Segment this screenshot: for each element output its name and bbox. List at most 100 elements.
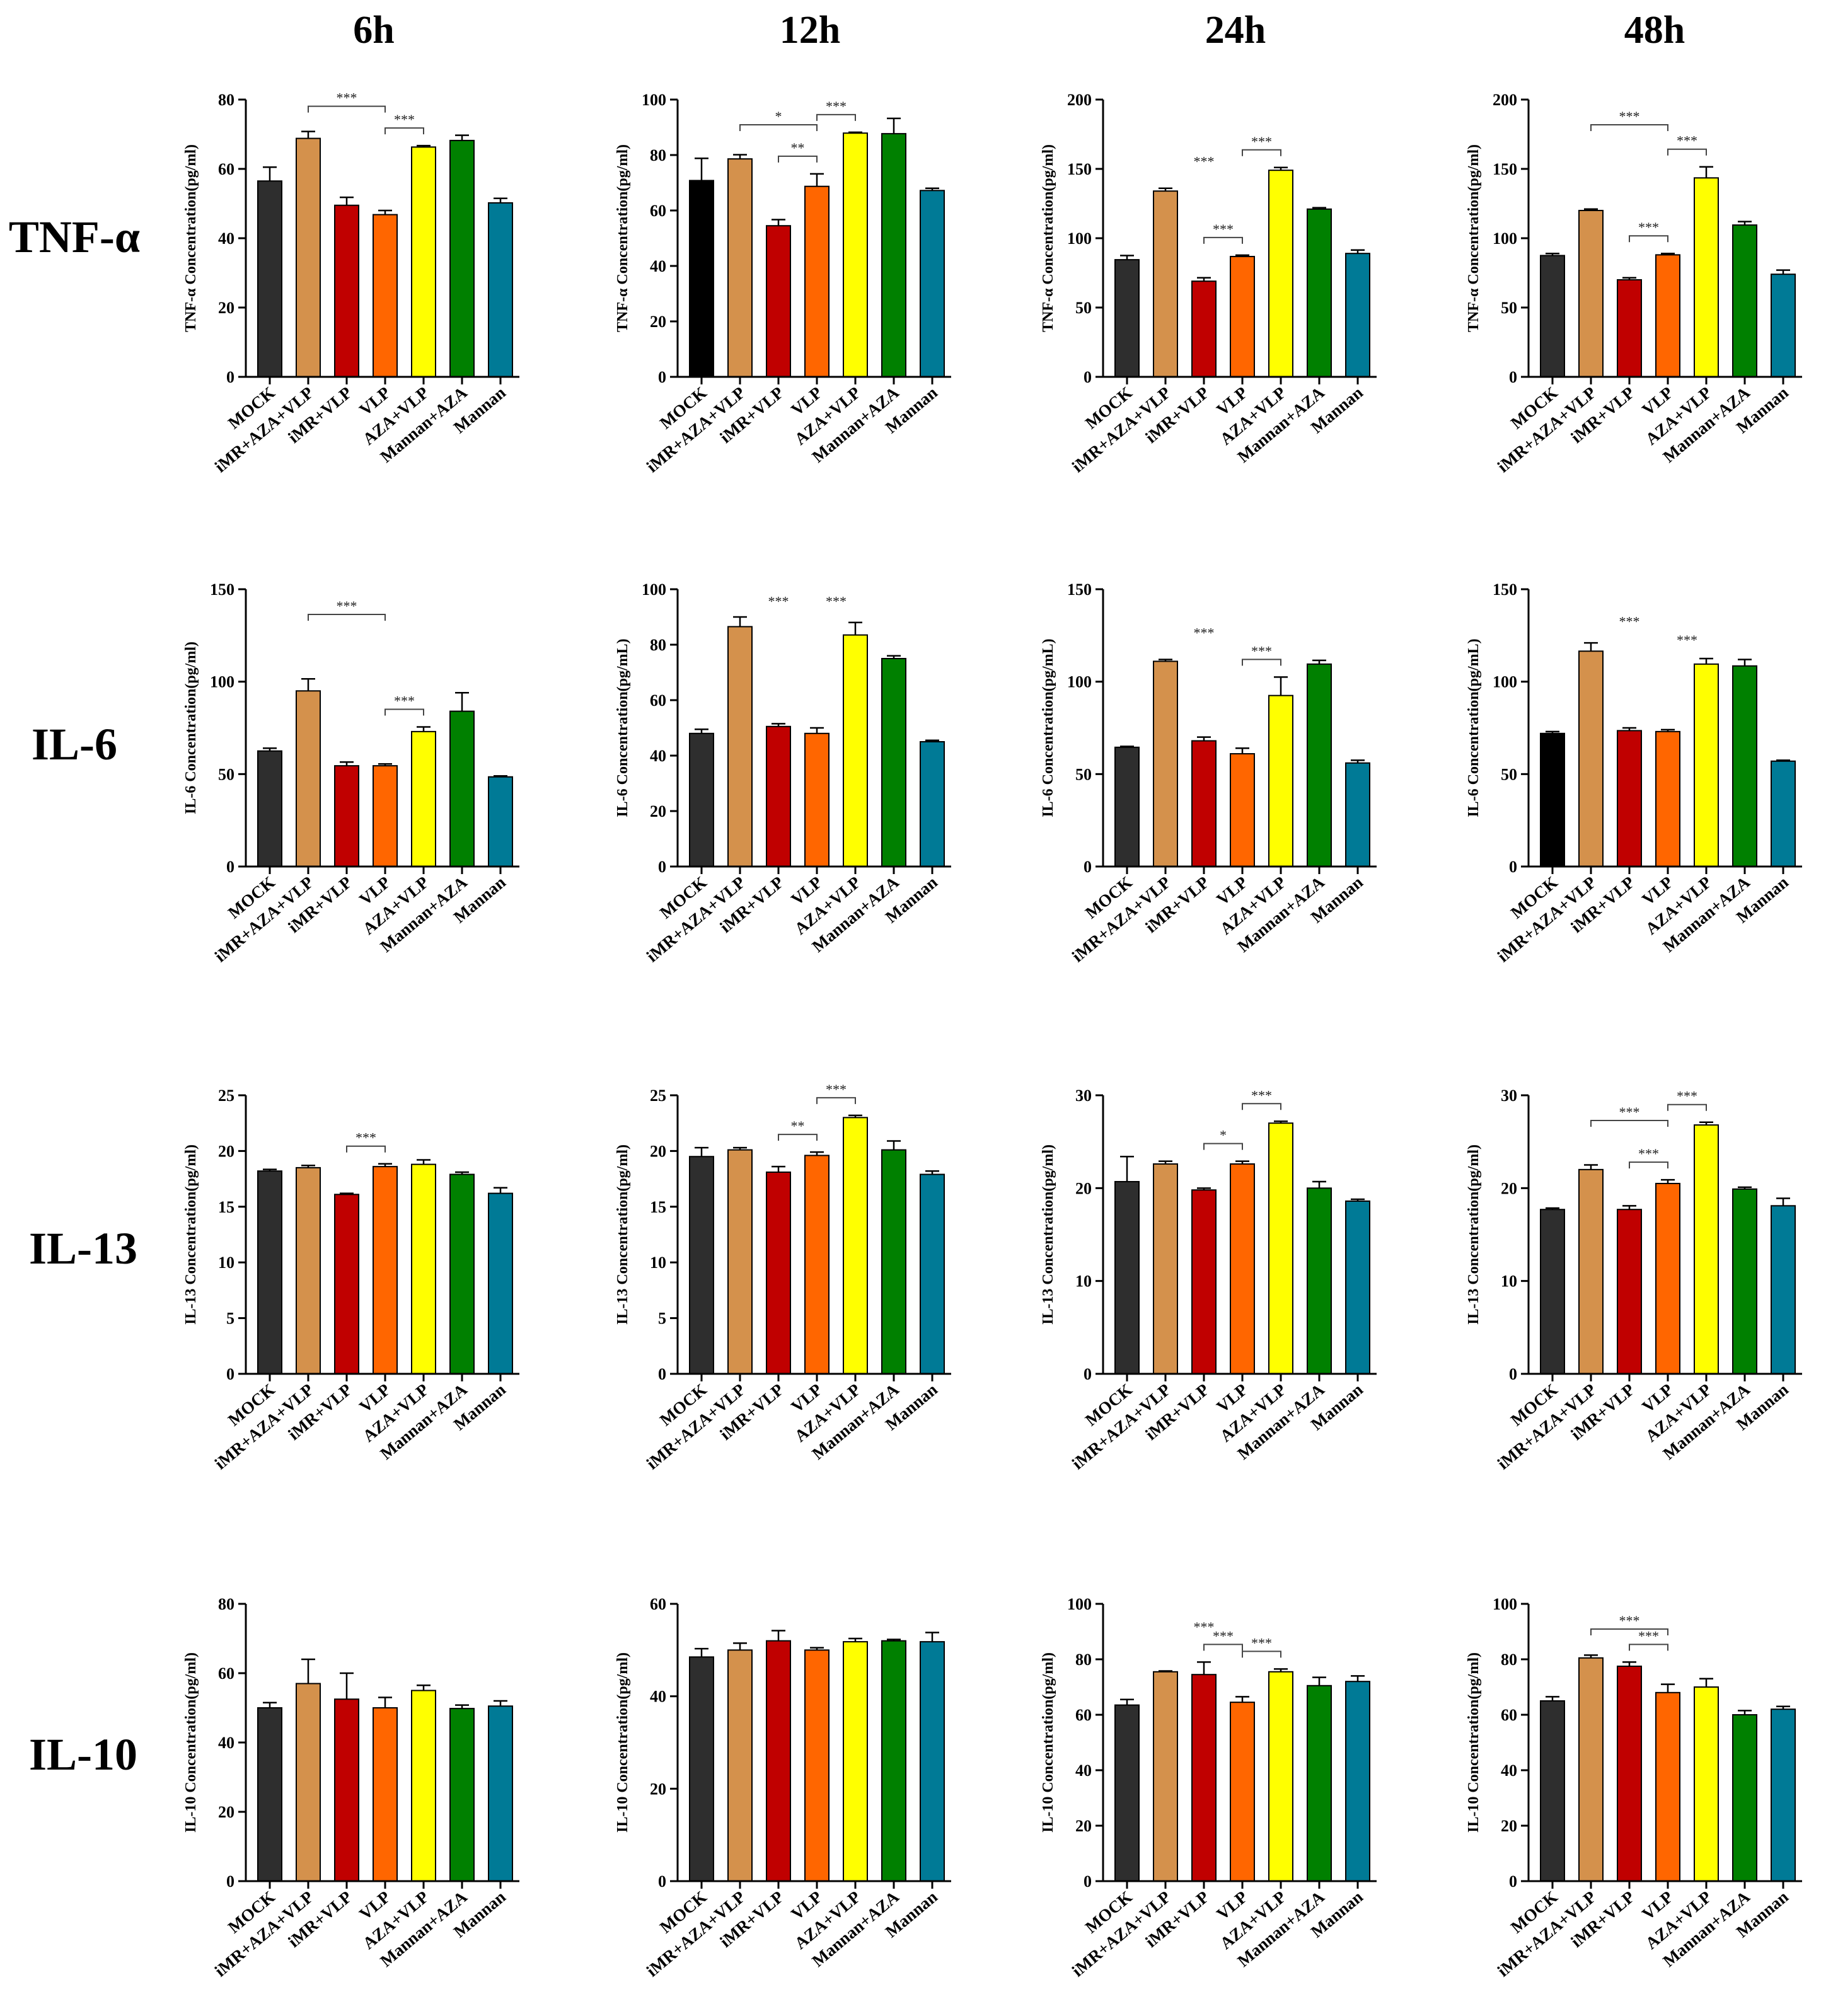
bar-iMR+AZA+VLP	[1153, 1671, 1178, 1882]
y-tick-label: 150	[1493, 160, 1517, 178]
bar-MOCK	[1114, 746, 1140, 868]
y-tick-label: 80	[218, 1595, 234, 1613]
y-axis-label: IL-6 Concentration(pg/mL)	[1040, 638, 1056, 817]
significance-bracket	[1590, 124, 1668, 131]
column-header-48h: 48h	[1624, 9, 1685, 52]
bar-VLP	[373, 765, 398, 867]
significance-bracket	[1242, 659, 1281, 666]
bar-iMR+AZA+VLP	[296, 137, 321, 377]
bar-Mannan	[488, 1192, 513, 1374]
significance-label: ***	[356, 1130, 376, 1146]
y-tick-label: 100	[1493, 1595, 1517, 1613]
bar-VLP	[1655, 254, 1680, 377]
y-tick-label: 20	[1075, 1817, 1092, 1835]
y-axis-label: IL-10 Concentration(pg/ml)	[1040, 1652, 1056, 1833]
significance-bracket	[308, 105, 386, 113]
bar-MOCK	[689, 1156, 714, 1374]
y-axis-label: IL-6 Concentration(pg/mL)	[615, 638, 631, 817]
significance-label: ***	[1619, 614, 1640, 630]
significance-label: ***	[1638, 219, 1659, 235]
y-tick-label: 50	[1501, 765, 1517, 783]
bar-VLP	[373, 214, 398, 377]
bar-iMR+AZA+VLP	[727, 626, 753, 868]
y-tick-label: 200	[1067, 91, 1092, 109]
y-tick-label: 80	[650, 636, 666, 654]
y-tick-label: 10	[218, 1253, 234, 1272]
y-tick-label: 0	[226, 368, 234, 386]
y-tick-label: 5	[226, 1310, 234, 1328]
y-tick-label: 0	[1084, 368, 1092, 386]
bar-iMR+AZA+VLP	[1153, 660, 1178, 868]
significance-bracket	[1629, 1644, 1668, 1651]
bar-iMR+AZA+VLP	[296, 690, 321, 868]
significance-bracket	[1203, 1143, 1243, 1150]
y-tick-label: 0	[1084, 1365, 1092, 1383]
bar-Mannan	[1345, 253, 1370, 378]
bar-iMR+AZA+VLP	[296, 1683, 321, 1882]
y-tick-label: 5	[658, 1310, 666, 1328]
bar-Mannan	[1345, 762, 1370, 867]
bar-Mannan	[920, 1173, 945, 1374]
bar-Mannan	[1771, 760, 1796, 868]
significance-bracket	[384, 127, 424, 135]
y-tick-label: 30	[1501, 1086, 1517, 1105]
bar-iMR+VLP	[766, 225, 791, 378]
y-tick-label: 50	[1501, 299, 1517, 317]
y-tick-label: 100	[1067, 673, 1092, 691]
significance-label: ***	[1619, 1613, 1640, 1628]
y-tick-label: 10	[650, 1253, 666, 1272]
y-axis-label: TNF-α Concentration(pg/ml)	[1040, 144, 1056, 332]
bar-iMR+VLP	[334, 1194, 359, 1375]
y-tick-label: 0	[1509, 1365, 1517, 1383]
y-tick-label: 60	[650, 691, 666, 710]
row-header-IL-13: IL-13	[29, 1223, 137, 1274]
significance-bracket	[346, 1145, 386, 1153]
bar-iMR+AZA+VLP	[1153, 190, 1178, 377]
significance-label: **	[791, 140, 805, 156]
y-tick-label: 100	[642, 580, 666, 599]
y-tick-label: 40	[218, 229, 234, 248]
bar-Mannan	[488, 202, 513, 377]
significance-bracket	[778, 155, 818, 163]
y-tick-label: 60	[650, 202, 666, 220]
bar-MOCK	[257, 1170, 282, 1374]
y-tick-label: 100	[642, 91, 666, 109]
row-header-IL-6: IL-6	[32, 719, 117, 769]
y-tick-label: 0	[658, 368, 666, 386]
bar-AZA+VLP	[1694, 1124, 1719, 1374]
significance-label: ***	[826, 98, 847, 114]
significance-label: *	[775, 108, 782, 124]
y-axis-label: IL-10 Concentration(pg/ml)	[1465, 1652, 1482, 1833]
bar-iMR+VLP	[334, 765, 359, 867]
bar-MOCK	[1540, 1209, 1565, 1374]
y-tick-label: 100	[1493, 673, 1517, 691]
y-tick-label: 0	[658, 858, 666, 876]
bar-AZA+VLP	[411, 146, 436, 377]
significance-label: ***	[1619, 108, 1640, 124]
bar-iMR+VLP	[1191, 280, 1217, 378]
y-tick-label: 60	[650, 1595, 666, 1613]
bar-VLP	[804, 1649, 830, 1882]
y-tick-label: 150	[1493, 580, 1517, 599]
significance-bracket	[1667, 148, 1707, 156]
y-tick-label: 50	[1075, 299, 1092, 317]
y-axis-label: IL-10 Concentration(pg/ml)	[615, 1652, 631, 1833]
y-tick-label: 150	[210, 580, 234, 599]
bar-Mannan+AZA	[881, 133, 906, 377]
y-tick-label: 80	[218, 91, 234, 109]
y-tick-label: 80	[1501, 1650, 1517, 1669]
y-tick-label: 20	[218, 299, 234, 317]
bar-iMR+VLP	[766, 1640, 791, 1882]
significance-bracket	[1203, 236, 1243, 244]
row-header-IL-10: IL-10	[29, 1729, 137, 1780]
bar-AZA+VLP	[843, 634, 868, 867]
y-tick-label: 0	[658, 1872, 666, 1891]
column-header-6h: 6h	[353, 9, 394, 52]
significance-label: ***	[1251, 1635, 1272, 1650]
